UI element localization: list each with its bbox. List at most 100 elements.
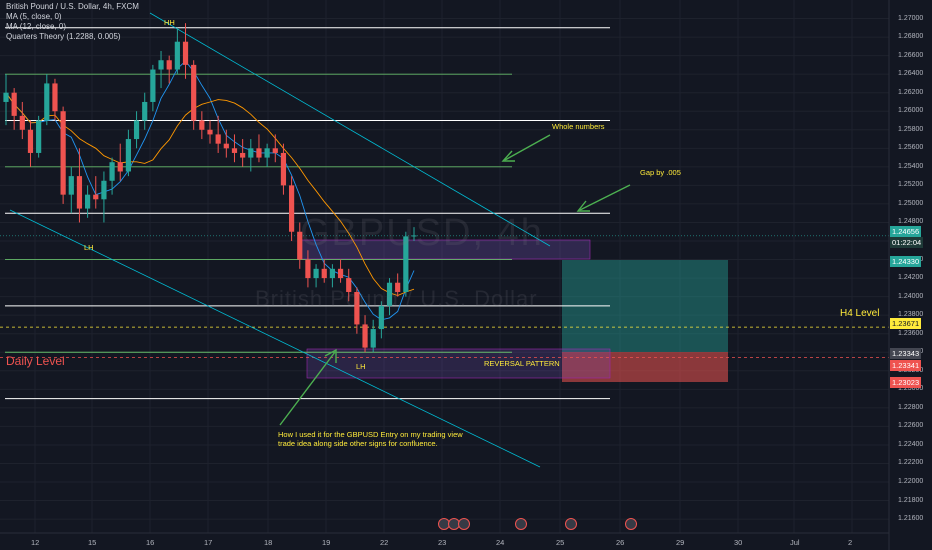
badge-current-price: 1.24656 — [890, 226, 922, 237]
grid-lines — [0, 0, 889, 533]
candle-body-12 — [101, 180, 107, 200]
candle-body-48 — [395, 282, 401, 292]
zones — [299, 239, 728, 382]
candle-body-9 — [76, 176, 83, 209]
price-tick-15: 1.24000 — [898, 292, 924, 300]
candle-body-8 — [68, 176, 74, 195]
note-text: How I used it for the GBPUSD Entry on my… — [278, 430, 463, 448]
candle-body-22 — [182, 41, 189, 65]
reversal-box — [306, 348, 611, 379]
candle-body-6 — [52, 83, 58, 112]
price-tick-1: 1.26800 — [898, 33, 924, 41]
badge-countdown: 01:22:04 — [890, 237, 924, 248]
price-tick-17: 1.23600 — [898, 329, 924, 337]
moving-averages — [5, 60, 415, 321]
arrow-gap — [579, 184, 631, 211]
price-tick-2: 1.26600 — [898, 51, 924, 59]
candle-body-43 — [354, 291, 360, 325]
indicator-quarters[interactable]: Quarters Theory (1.2288, 0.005) — [6, 32, 121, 41]
candle-body-7 — [60, 111, 66, 195]
candle-body-10 — [85, 194, 91, 209]
event-icon-6[interactable] — [625, 518, 637, 530]
time-tick-3: 17 — [204, 538, 213, 547]
candle-body-37 — [305, 259, 311, 279]
candle-body-26 — [215, 134, 221, 144]
candle-body-16 — [133, 120, 140, 140]
candle-body-25 — [207, 129, 213, 135]
candle-body-3 — [27, 129, 34, 153]
candle-body-27 — [223, 143, 229, 149]
event-icon-5[interactable] — [565, 518, 577, 530]
arrow-note-head — [324, 348, 337, 363]
candle-body-45 — [370, 329, 376, 348]
candle-body-50 — [411, 235, 417, 237]
badge-entry: 1.23343 — [890, 348, 922, 359]
trendlines — [9, 12, 551, 468]
candle-body-34 — [280, 152, 287, 186]
lower-trendline — [9, 209, 541, 468]
label-h4-level: H4 Level — [840, 308, 880, 319]
candle-body-42 — [346, 278, 352, 292]
price-tick-3: 1.26400 — [898, 70, 924, 78]
arrow-whole-numbers-head — [501, 150, 515, 162]
indicator-ma12[interactable]: MA (12, close, 0) — [6, 22, 67, 31]
candle-body-18 — [150, 69, 156, 102]
badge-target: 1.24330 — [890, 256, 922, 267]
candle-body-44 — [362, 324, 368, 348]
candle-body-46 — [378, 305, 384, 330]
label-lh-left: LH — [84, 243, 94, 252]
arrow-gap-head — [576, 200, 590, 212]
price-levels — [0, 27, 889, 400]
badge-entry-2: 1.23341 — [890, 360, 922, 371]
symbol-title[interactable]: British Pound / U.S. Dollar, 4h, FXCM — [6, 2, 139, 11]
candles — [3, 23, 417, 353]
indicator-ma5[interactable]: MA (5, close, 0) — [6, 12, 62, 21]
candle-body-17 — [142, 101, 148, 121]
time-tick-8: 24 — [496, 538, 505, 547]
candle-body-1 — [11, 92, 17, 116]
price-tick-4: 1.26200 — [898, 88, 924, 96]
price-tick-26: 1.21800 — [898, 496, 924, 504]
label-daily-level: Daily Level — [6, 354, 65, 368]
time-tick-4: 18 — [264, 538, 273, 547]
candle-body-35 — [289, 185, 295, 232]
price-tick-20: 1.23000 — [898, 385, 924, 393]
candle-body-39 — [321, 268, 327, 279]
label-gap: Gap by .005 — [640, 168, 681, 177]
candle-body-20 — [166, 60, 172, 70]
label-hh: HH — [164, 18, 175, 27]
candle-body-28 — [231, 148, 238, 153]
time-tick-12: 30 — [734, 538, 743, 547]
upper-trendline — [149, 12, 551, 247]
time-tick-0: 12 — [31, 538, 40, 547]
watermark-ticker: GBPUSD, 4h — [300, 212, 544, 254]
candle-body-36 — [297, 231, 303, 260]
time-tick-13: Jul — [790, 538, 800, 547]
time-tick-1: 15 — [88, 538, 97, 547]
arrow-note — [279, 351, 336, 426]
candle-body-2 — [19, 115, 25, 130]
price-tick-25: 1.22000 — [898, 478, 924, 486]
price-tick-24: 1.22200 — [898, 459, 924, 467]
candle-body-38 — [313, 268, 319, 279]
candle-body-47 — [386, 282, 393, 306]
event-icon-4[interactable] — [515, 518, 527, 530]
candle-body-0 — [3, 92, 9, 102]
price-tick-27: 1.21600 — [898, 515, 924, 523]
candle-body-21 — [174, 41, 180, 70]
price-tick-16: 1.23800 — [898, 311, 924, 319]
price-tick-6: 1.25800 — [898, 125, 924, 133]
candle-body-41 — [337, 268, 344, 279]
arrows — [279, 134, 631, 426]
candle-body-15 — [125, 139, 131, 172]
price-tick-23: 1.22400 — [898, 440, 924, 448]
arrow-whole-numbers — [504, 134, 551, 161]
price-tick-11: 1.24800 — [898, 218, 924, 226]
candle-body-31 — [256, 148, 262, 158]
candle-body-32 — [264, 148, 270, 158]
price-tick-7: 1.25600 — [898, 144, 924, 152]
price-tick-10: 1.25000 — [898, 199, 924, 207]
event-icon-3[interactable] — [458, 518, 470, 530]
candle-body-19 — [158, 60, 164, 70]
